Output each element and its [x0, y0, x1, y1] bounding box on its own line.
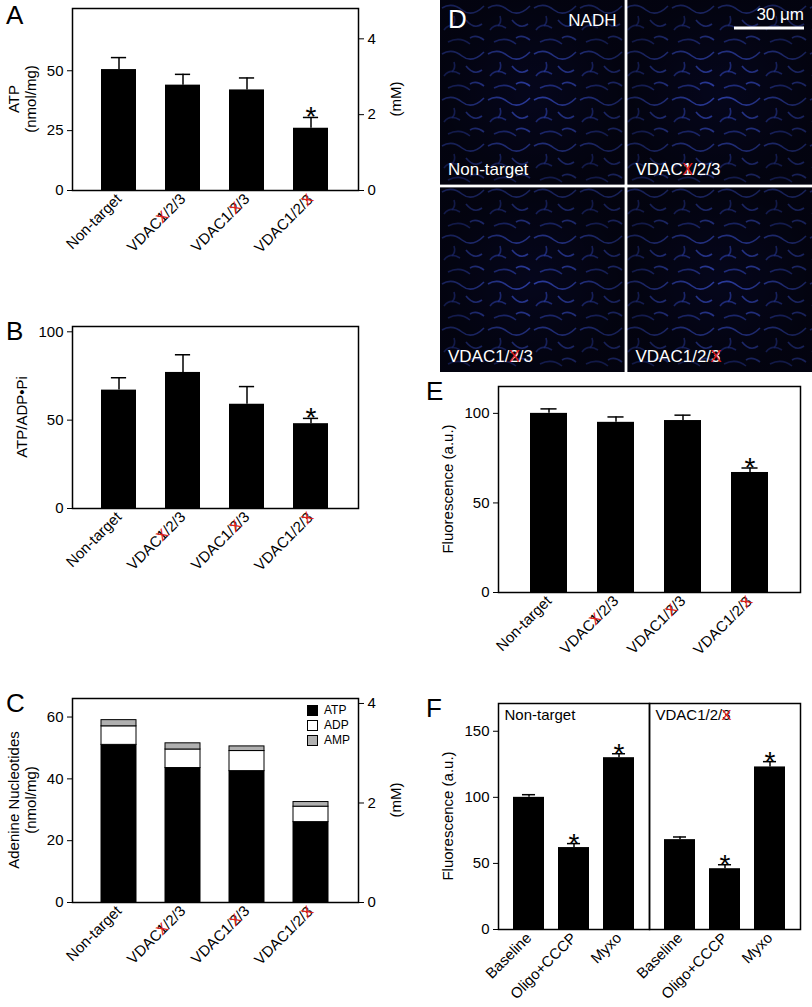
svg-text:VDAC1/2/3X: VDAC1/2/3X: [251, 902, 317, 968]
svg-text:VDAC1X/2/3: VDAC1X/2/3: [123, 902, 188, 967]
svg-text:2: 2: [368, 105, 376, 122]
html-text:ATP (nmol/mg): ATP (nmol/mg): [4, 65, 39, 133]
svg-text:VDAC1/2/3X: VDAC1/2/3X: [251, 190, 317, 256]
svg-text:VDAC1X/2/3: VDAC1X/2/3: [556, 592, 621, 657]
html-text:C: C: [6, 688, 25, 718]
svg-text:*: *: [569, 828, 580, 859]
svg-text:0: 0: [368, 893, 376, 910]
svg-text:NADH: NADH: [568, 11, 616, 30]
svg-text:100: 100: [464, 788, 489, 805]
svg-text:4: 4: [368, 30, 376, 47]
html-text:E: E: [426, 376, 444, 406]
html-text:ADP: ADP: [324, 718, 349, 732]
svg-text:Baseline: Baseline: [481, 929, 535, 982]
svg-text:VDAC1/2X/3: VDAC1/2X/3: [448, 347, 533, 366]
html-text:Adenine Nucleotides (nmol/mg): Adenine Nucleotides (nmol/mg): [4, 731, 39, 869]
svg-text:VDAC1X/2/3: VDAC1X/2/3: [123, 508, 188, 573]
svg-text:100: 100: [38, 323, 63, 340]
svg-text:Non-target: Non-target: [62, 901, 125, 964]
html-text:Fluorescence (a.u.): Fluorescence (a.u.): [439, 751, 457, 881]
svg-text:60: 60: [47, 708, 64, 725]
svg-text:Non-target: Non-target: [62, 507, 125, 570]
svg-text:*: *: [306, 402, 317, 433]
svg-text:Non-target: Non-target: [62, 189, 125, 252]
svg-text:VDAC1/2/3X: VDAC1/2/3X: [690, 592, 756, 658]
svg-text:100: 100: [464, 404, 489, 421]
html-text:(mM): (mM): [387, 81, 405, 117]
svg-text:VDAC1/2X/3: VDAC1/2X/3: [187, 190, 252, 255]
svg-text:VDAC1X/2/3: VDAC1X/2/3: [636, 160, 721, 179]
svg-text:Oligo+CCCP: Oligo+CCCP: [657, 929, 730, 1002]
svg-text:*: *: [745, 452, 756, 483]
svg-text:150: 150: [464, 722, 489, 739]
svg-text:Oligo+CCCP: Oligo+CCCP: [506, 929, 579, 1002]
svg-text:VDAC1/2X/3: VDAC1/2X/3: [187, 508, 252, 573]
svg-text:50: 50: [473, 854, 490, 871]
svg-text:0: 0: [55, 499, 63, 516]
svg-text:Myxo: Myxo: [738, 929, 775, 966]
svg-text:Non-target: Non-target: [492, 591, 555, 654]
html-text:(mM): (mM): [387, 782, 405, 818]
svg-text:0: 0: [55, 893, 63, 910]
html-text:Fluorescence (a.u.): Fluorescence (a.u.): [439, 424, 457, 554]
html-text:ATP/ADP•Pi: ATP/ADP•Pi: [13, 376, 31, 458]
html-text:ATP: ATP: [324, 703, 347, 717]
svg-text:0: 0: [481, 583, 489, 600]
svg-text:25: 25: [47, 121, 64, 138]
html-text:B: B: [6, 316, 24, 346]
svg-text:0: 0: [368, 181, 376, 198]
svg-text:50: 50: [473, 494, 490, 511]
svg-text:*: *: [614, 738, 625, 769]
svg-text:VDAC1/2/3X: VDAC1/2/3X: [251, 508, 317, 574]
svg-text:50: 50: [47, 411, 64, 428]
html-text:AMP: AMP: [324, 733, 350, 747]
svg-text:4: 4: [368, 694, 376, 711]
svg-text:Baseline: Baseline: [632, 929, 686, 982]
svg-text:Non-target: Non-target: [448, 160, 529, 179]
svg-text:30 μm: 30 μm: [756, 5, 804, 24]
svg-text:VDAC1/2/3X: VDAC1/2/3X: [636, 347, 722, 366]
svg-text:Non-target: Non-target: [505, 706, 577, 723]
svg-text:2: 2: [368, 794, 376, 811]
svg-text:D: D: [448, 4, 467, 34]
svg-text:0: 0: [55, 181, 63, 198]
svg-text:40: 40: [47, 770, 64, 787]
svg-text:VDAC1X/2/3: VDAC1X/2/3: [123, 190, 188, 255]
html-text:A: A: [6, 0, 24, 30]
svg-text:VDAC1/2/3X: VDAC1/2/3X: [656, 706, 732, 723]
svg-text:*: *: [306, 101, 317, 132]
html-text:F: F: [426, 693, 442, 723]
svg-text:VDAC1/2X/3: VDAC1/2X/3: [187, 902, 252, 967]
svg-text:50: 50: [47, 62, 64, 79]
svg-text:0: 0: [481, 920, 489, 937]
svg-text:20: 20: [47, 831, 64, 848]
svg-text:VDAC1/2X/3: VDAC1/2X/3: [623, 592, 688, 657]
svg-text:*: *: [720, 849, 731, 880]
svg-text:Myxo: Myxo: [587, 929, 624, 966]
svg-text:*: *: [765, 746, 776, 777]
